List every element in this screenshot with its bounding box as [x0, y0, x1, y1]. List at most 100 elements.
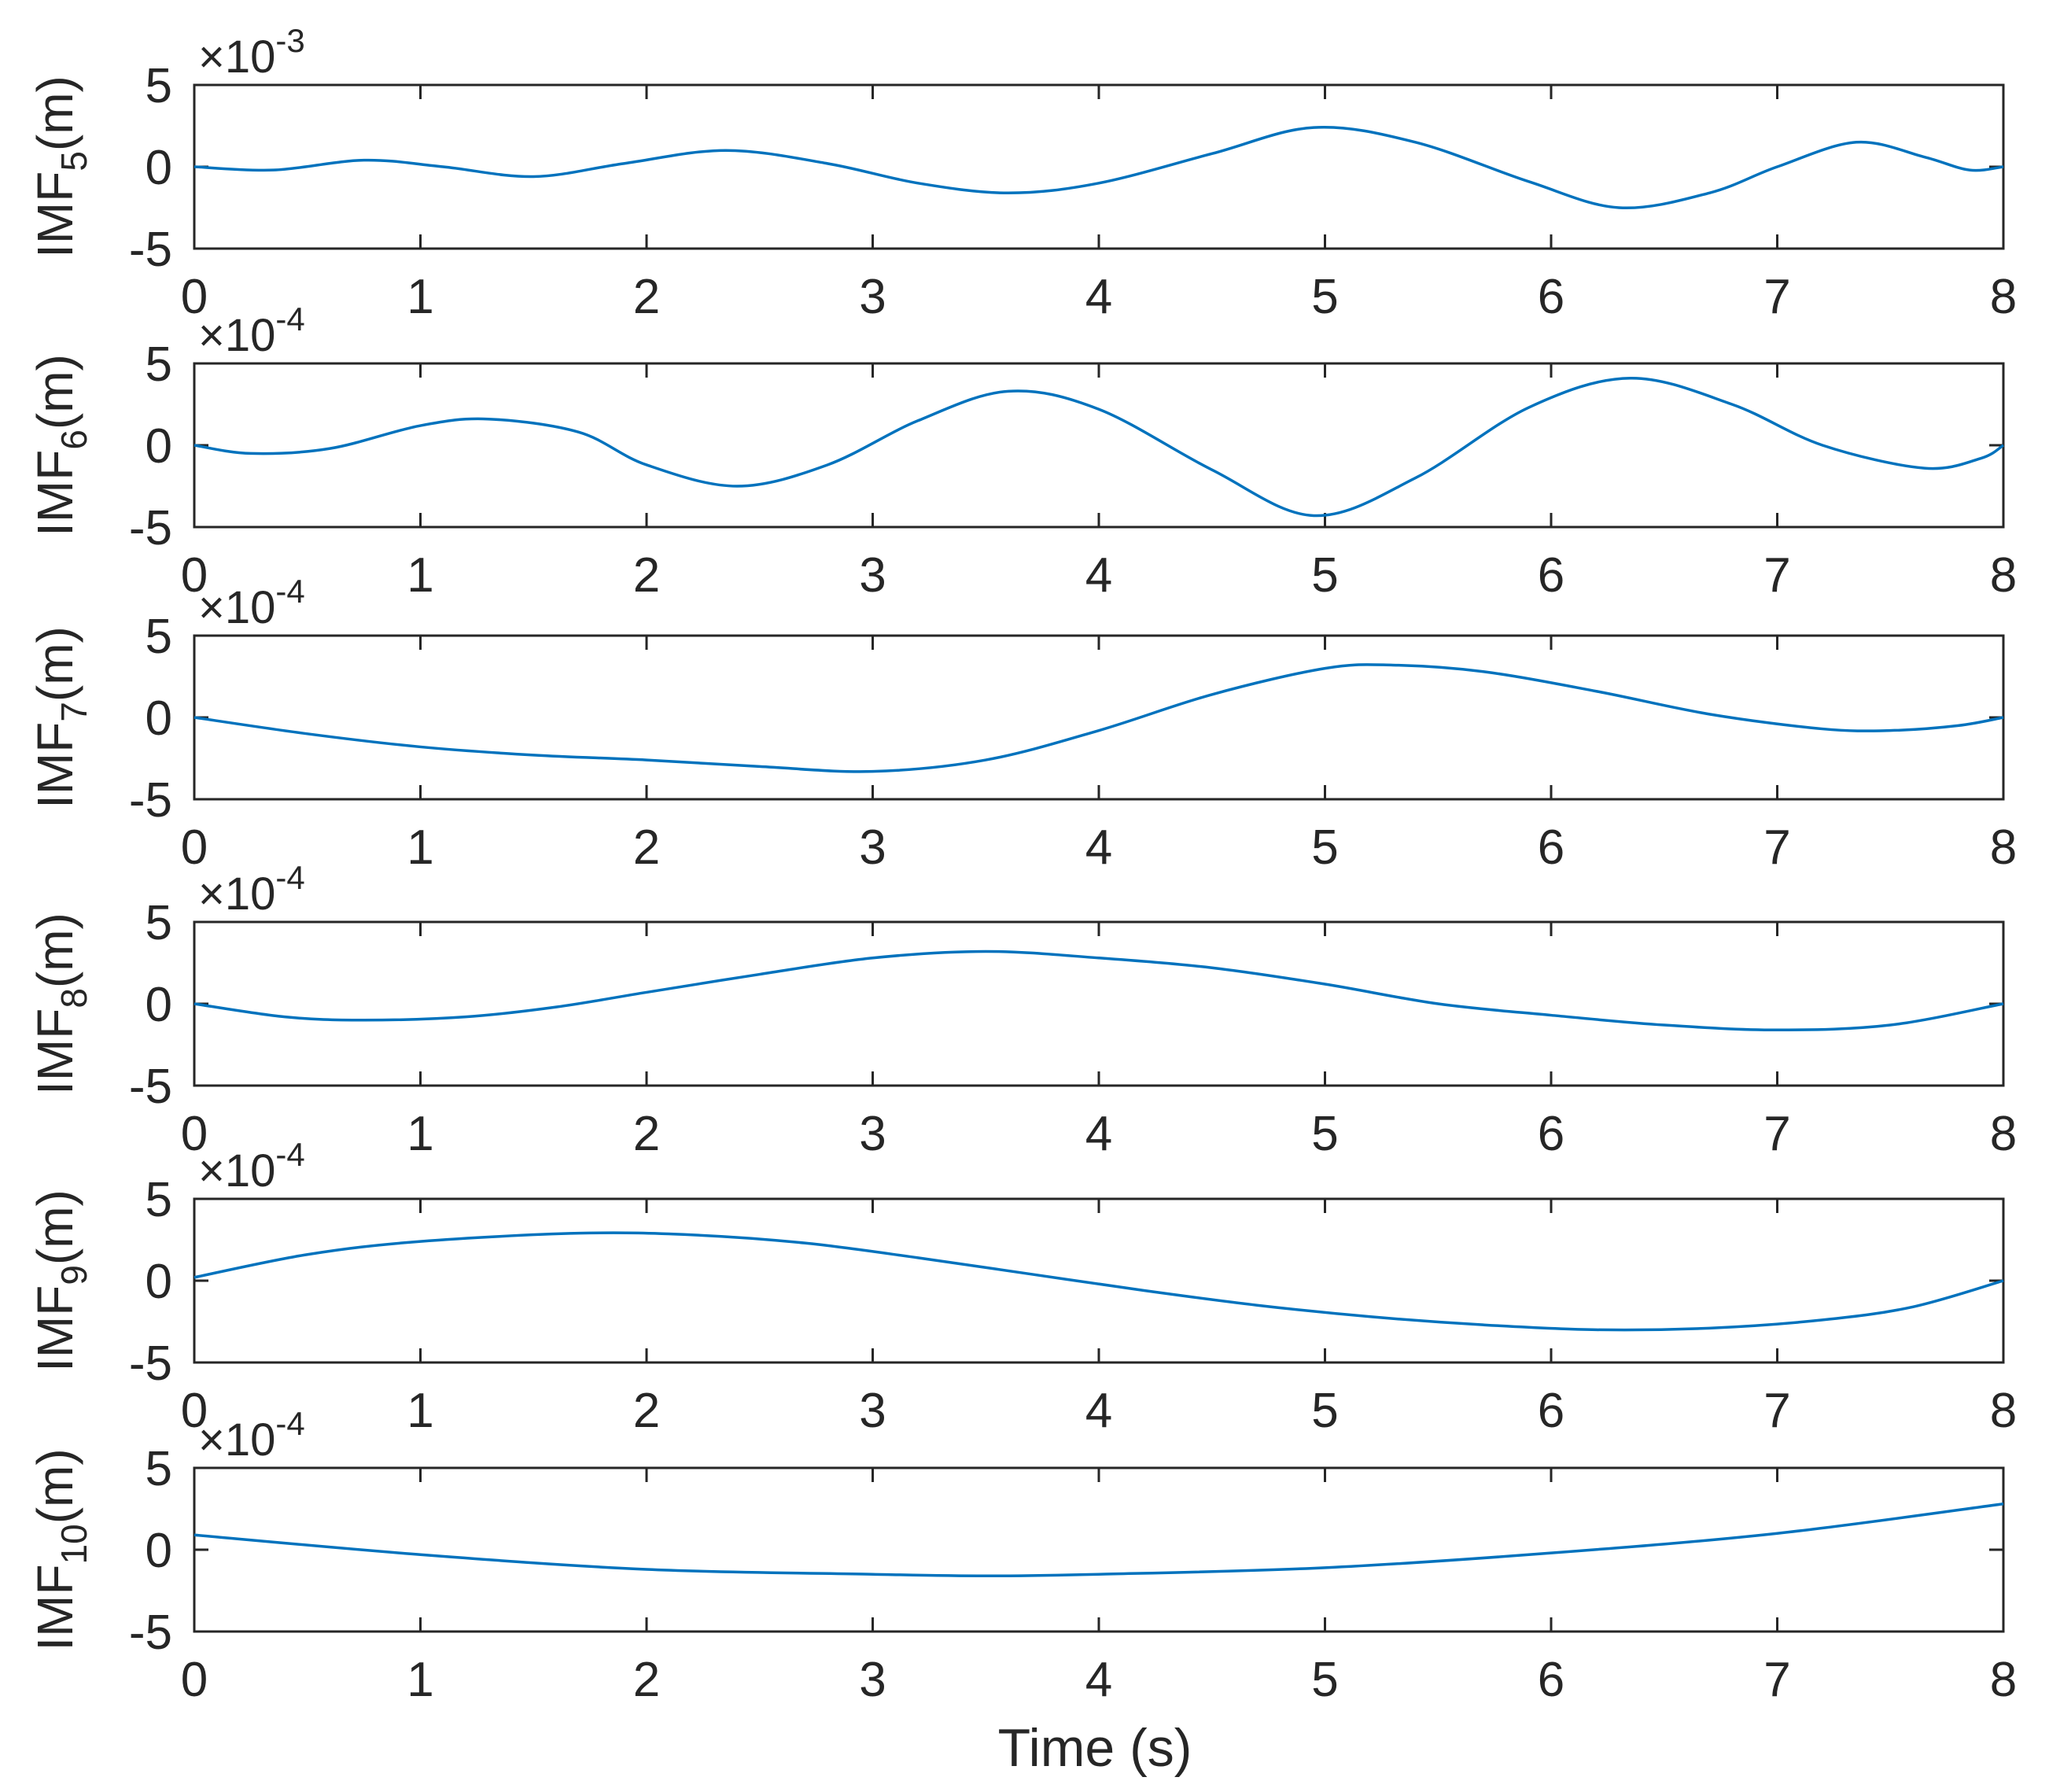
y-axis-label: IMF6(m): [27, 354, 94, 536]
exponent-label: ×10-3: [198, 22, 305, 83]
x-tick-label: 3: [859, 820, 886, 875]
x-tick-label: 6: [1538, 270, 1564, 324]
x-tick-label: 6: [1538, 1384, 1564, 1438]
x-tick-label: 6: [1538, 820, 1564, 875]
x-tick-label: 0: [181, 1653, 208, 1707]
x-tick-label: 3: [859, 1653, 886, 1707]
x-tick-label: 0: [181, 820, 208, 875]
axes-box: [193, 362, 2005, 529]
x-tick-label: 5: [1311, 1384, 1338, 1438]
x-tick-label: 1: [407, 1384, 433, 1438]
x-tick-label: 3: [859, 548, 886, 603]
y-tick-label: -5: [129, 501, 172, 555]
x-tick-label: 4: [1085, 1653, 1112, 1707]
y-tick-label: 0: [146, 1255, 172, 1309]
x-tick-label: 4: [1085, 270, 1112, 324]
x-tick-label: 6: [1538, 1107, 1564, 1161]
exponent-label: ×10-4: [198, 301, 305, 361]
series-line-imf6: [193, 376, 2004, 518]
y-axis-label: IMF7(m): [27, 626, 94, 809]
exponent-label: ×10-4: [198, 1136, 305, 1197]
x-tick-label: 1: [407, 1107, 433, 1161]
x-tick-label: 8: [1990, 548, 2017, 603]
x-tick-label: 0: [181, 1107, 208, 1161]
x-tick-label: 4: [1085, 1384, 1112, 1438]
x-tick-label: 8: [1990, 1107, 2017, 1161]
axes-box: [193, 1197, 2005, 1364]
y-tick-label: 5: [146, 1442, 172, 1496]
y-tick-label: 5: [146, 610, 172, 664]
x-tick-label: 7: [1763, 1653, 1790, 1707]
series-line-imf9: [193, 1231, 2004, 1332]
x-tick-label: 4: [1085, 820, 1112, 875]
x-tick-label: 2: [633, 1653, 660, 1707]
x-tick-label: 5: [1311, 270, 1338, 324]
y-tick-label: 0: [146, 691, 172, 746]
x-tick-label: 8: [1990, 1653, 2017, 1707]
y-tick-label: -5: [129, 1606, 172, 1660]
axes-box: [193, 83, 2005, 250]
x-tick-label: 7: [1763, 820, 1790, 875]
x-tick-label: 8: [1990, 1384, 2017, 1438]
x-tick-label: 5: [1311, 1653, 1338, 1707]
x-tick-label: 7: [1763, 270, 1790, 324]
series-line-imf5: [193, 125, 2004, 210]
exponent-label: ×10-4: [198, 859, 305, 920]
x-tick-label: 5: [1311, 820, 1338, 875]
y-tick-label: -5: [129, 1060, 172, 1114]
y-tick-label: 5: [146, 59, 172, 113]
exponent-label: ×10-4: [198, 1405, 305, 1466]
y-axis-label: IMF10(m): [27, 1448, 94, 1650]
x-tick-label: 0: [181, 1384, 208, 1438]
x-tick-label: 8: [1990, 270, 2017, 324]
y-axis-label: IMF8(m): [27, 913, 94, 1095]
x-tick-label: 2: [633, 1384, 660, 1438]
y-tick-label: 0: [146, 419, 172, 474]
exponent-label: ×10-4: [198, 573, 305, 633]
axes-box: [193, 1466, 2005, 1633]
y-tick-label: 0: [146, 141, 172, 195]
series-line-imf7: [193, 663, 2004, 773]
x-tick-label: 1: [407, 1653, 433, 1707]
x-tick-label: 8: [1990, 820, 2017, 875]
y-tick-label: -5: [129, 223, 172, 277]
x-tick-label: 6: [1538, 548, 1564, 603]
x-tick-label: 5: [1311, 1107, 1338, 1161]
y-axis-label: IMF5(m): [27, 76, 94, 258]
x-tick-label: 1: [407, 270, 433, 324]
x-tick-label: 6: [1538, 1653, 1564, 1707]
x-tick-label: 1: [407, 548, 433, 603]
y-tick-label: -5: [129, 773, 172, 828]
x-tick-label: 1: [407, 820, 433, 875]
y-tick-label: 0: [146, 1524, 172, 1578]
x-tick-label: 0: [181, 270, 208, 324]
y-axis-label: IMF9(m): [27, 1189, 94, 1372]
x-tick-label: 3: [859, 1384, 886, 1438]
y-tick-label: 5: [146, 1173, 172, 1227]
series-line-imf8: [193, 949, 2004, 1032]
x-tick-label: 0: [181, 548, 208, 603]
x-tick-label: 2: [633, 1107, 660, 1161]
x-tick-label: 3: [859, 1107, 886, 1161]
x-tick-label: 7: [1763, 1384, 1790, 1438]
x-tick-label: 4: [1085, 548, 1112, 603]
x-tick-label: 7: [1763, 548, 1790, 603]
x-axis-label: Time (s): [998, 1718, 1192, 1778]
x-tick-label: 2: [633, 820, 660, 875]
y-tick-label: 0: [146, 978, 172, 1032]
y-tick-label: 5: [146, 337, 172, 392]
x-tick-label: 5: [1311, 548, 1338, 603]
y-tick-label: 5: [146, 896, 172, 950]
axes-box: [193, 920, 2005, 1087]
x-tick-label: 2: [633, 548, 660, 603]
y-tick-label: -5: [129, 1337, 172, 1391]
x-tick-label: 7: [1763, 1107, 1790, 1161]
x-tick-label: 2: [633, 270, 660, 324]
